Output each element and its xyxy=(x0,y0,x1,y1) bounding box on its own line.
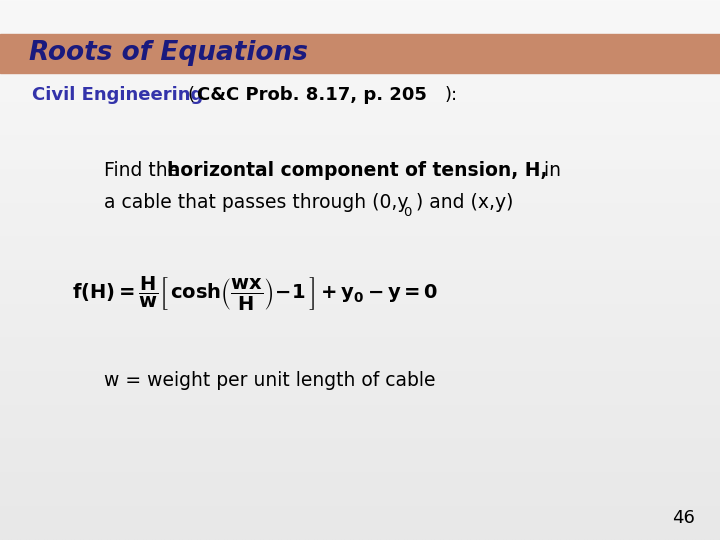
Text: 46: 46 xyxy=(672,509,695,528)
Text: w = weight per unit length of cable: w = weight per unit length of cable xyxy=(104,371,436,390)
Text: Roots of Equations: Roots of Equations xyxy=(29,40,308,66)
Text: in: in xyxy=(538,160,561,180)
Bar xyxy=(0,34,720,73)
Text: C&C Prob. 8.17, p. 205: C&C Prob. 8.17, p. 205 xyxy=(197,85,426,104)
Text: Find the: Find the xyxy=(104,160,186,180)
Text: 0: 0 xyxy=(403,206,412,219)
Text: horizontal component of tension, H,: horizontal component of tension, H, xyxy=(167,160,547,180)
Text: ):: ): xyxy=(445,85,458,104)
Text: $\mathbf{f(H) = \dfrac{H}{w}\left[\,cosh\left(\dfrac{wx}{H}\right)\!-\!1\,\right: $\mathbf{f(H) = \dfrac{H}{w}\left[\,cosh… xyxy=(72,275,438,313)
Text: Civil Engineering: Civil Engineering xyxy=(32,85,210,104)
Text: (: ( xyxy=(187,85,194,104)
Text: ) and (x,y): ) and (x,y) xyxy=(416,193,513,212)
Text: a cable that passes through (0,y: a cable that passes through (0,y xyxy=(104,193,409,212)
